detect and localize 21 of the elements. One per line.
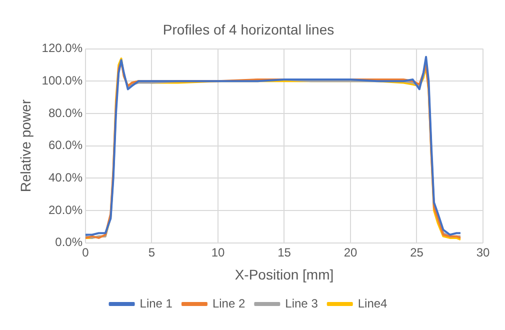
legend-label: Line 3: [285, 296, 318, 310]
legend-label: Line4: [358, 296, 388, 310]
legend-label: Line 1: [140, 296, 173, 310]
y-tick-label: 20.0%: [48, 202, 83, 217]
y-tick-label: 80.0%: [48, 106, 83, 120]
chart-title: Profiles of 4 horizontal lines: [162, 21, 334, 38]
x-tick-label: 25: [410, 245, 424, 260]
x-tick-label: 20: [344, 245, 358, 260]
y-tick-label: 0.0%: [55, 235, 83, 250]
y-tick-label: 40.0%: [48, 170, 83, 184]
x-tick-label: 0: [82, 245, 90, 260]
y-tick-label: 120.0%: [42, 41, 83, 56]
legend-label: Line 2: [212, 296, 246, 310]
x-tick-label: 10: [211, 245, 225, 260]
y-tick-label: 100.0%: [42, 73, 83, 88]
x-axis-title: X-Position [mm]: [234, 266, 334, 282]
y-tick-label: 60.0%: [48, 138, 83, 152]
x-tick-label: 5: [148, 245, 156, 260]
x-tick-label: 15: [278, 245, 292, 260]
x-tick-label: 30: [476, 245, 490, 260]
y-axis-title: Relative power: [17, 99, 34, 192]
